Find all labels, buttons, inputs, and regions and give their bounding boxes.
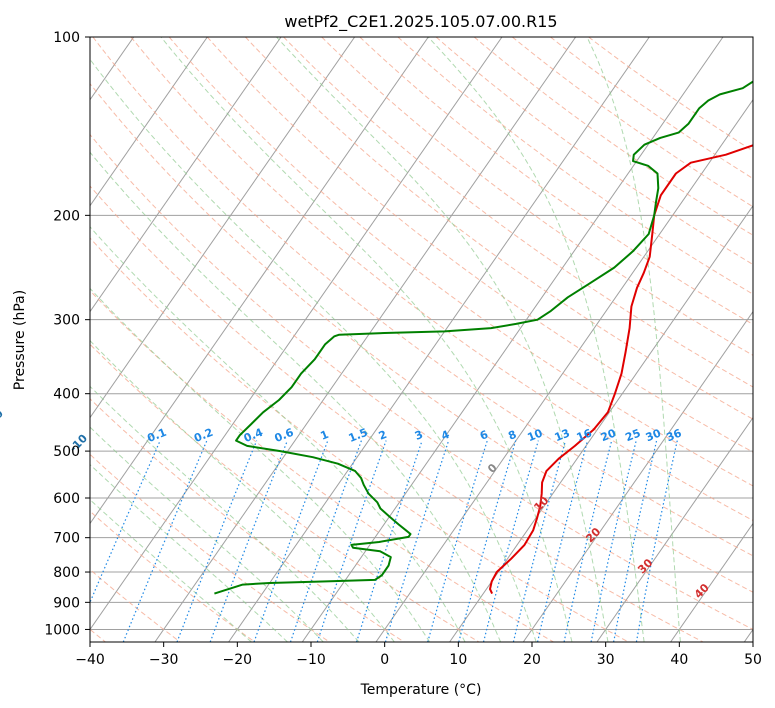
x-tick-label: 10 bbox=[449, 652, 467, 668]
y-tick-label: 300 bbox=[53, 313, 80, 329]
mixing-ratio-label: 20 bbox=[599, 426, 618, 444]
y-tick-label: 400 bbox=[53, 387, 80, 403]
mixing-ratio-line bbox=[253, 440, 329, 642]
moist-adiabat-line bbox=[90, 287, 431, 642]
isotherm-line bbox=[154, 37, 577, 642]
y-tick-label: 700 bbox=[53, 531, 80, 547]
mixing-ratio-line bbox=[563, 440, 613, 642]
mixing-ratio-label: 2 bbox=[377, 428, 389, 443]
dry-adiabat-line bbox=[550, 37, 753, 180]
y-tick-label: 1000 bbox=[44, 622, 80, 638]
x-axis-title: Temperature (°C) bbox=[360, 682, 482, 698]
moist-adiabat-line bbox=[90, 58, 537, 642]
isotherm-line bbox=[228, 37, 650, 642]
series-layer bbox=[214, 80, 753, 595]
isotherm-line bbox=[375, 98, 753, 642]
x-tick-label: −40 bbox=[75, 652, 105, 668]
axes: −40 −30 −20 −10 0 10 20 30 40 50 100 200 300 400 500 60… bbox=[44, 30, 762, 668]
x-tick-label: −10 bbox=[296, 652, 326, 668]
mixing-ratio-line bbox=[90, 440, 161, 604]
dry-adiabat-line bbox=[435, 37, 753, 266]
y-tick-label: 900 bbox=[53, 595, 80, 611]
dry-adiabat-line bbox=[473, 37, 753, 236]
mixing-ratio-label: 25 bbox=[623, 426, 642, 444]
isotherm-line bbox=[90, 37, 503, 631]
x-tick-label: 30 bbox=[597, 652, 615, 668]
isotherm-line bbox=[0, 37, 60, 642]
moist-adiabat-line bbox=[90, 226, 466, 642]
dry-adiabat-line bbox=[90, 133, 753, 630]
isotherm-line bbox=[90, 37, 208, 207]
moist-adiabat-line bbox=[90, 426, 324, 642]
isotherm-line bbox=[90, 37, 282, 313]
mixing-ratio-line bbox=[590, 440, 637, 642]
mixing-ratio-label: 10 bbox=[525, 426, 544, 444]
dry-adiabat-line bbox=[90, 343, 480, 642]
dry-adiabat-line bbox=[283, 37, 753, 388]
moist-adiabat-line bbox=[160, 37, 573, 642]
mixing-ratio-label: 16 bbox=[575, 426, 594, 444]
y-tick-label: 100 bbox=[53, 30, 80, 46]
mixing-ratio-line bbox=[356, 440, 423, 642]
dry-adiabat-line bbox=[92, 37, 753, 557]
temperature-profile-line bbox=[489, 144, 753, 595]
mixing-ratio-label: 1 bbox=[319, 428, 331, 443]
dry-adiabat-line bbox=[90, 289, 554, 642]
mixing-ratio-line bbox=[122, 440, 208, 642]
y-tick-label: 800 bbox=[53, 565, 80, 581]
y-axis-title: Pressure (hPa) bbox=[12, 290, 28, 390]
dry-adiabat-line bbox=[359, 37, 753, 326]
x-tick-label: 40 bbox=[670, 652, 688, 668]
background-lines bbox=[0, 37, 753, 642]
dry-adiabat-line bbox=[90, 510, 256, 642]
mixing-ratio-line bbox=[427, 440, 488, 642]
x-tick-label: 20 bbox=[523, 652, 541, 668]
isotherm-line bbox=[90, 37, 429, 525]
moist-adiabat-line bbox=[90, 498, 252, 642]
chart-title: wetPf2_C2E1.2025.105.07.00.R15 bbox=[284, 12, 557, 32]
x-tick-label: 50 bbox=[744, 652, 762, 668]
mixing-ratio-line bbox=[384, 440, 450, 642]
dry-adiabat-line bbox=[245, 37, 753, 420]
moist-adiabat-line bbox=[90, 339, 395, 642]
dry-adiabat-line bbox=[90, 185, 704, 642]
dry-adiabat-line bbox=[511, 37, 753, 208]
dry-adiabat-line bbox=[168, 37, 753, 487]
dry-adiabat-line bbox=[321, 37, 753, 356]
mixing-ratio-line bbox=[289, 440, 362, 642]
y-tick-label: 200 bbox=[53, 208, 80, 224]
plot-frame bbox=[89, 36, 754, 643]
mixing-ratio-line bbox=[613, 440, 658, 642]
y-tick-label: 600 bbox=[53, 491, 80, 507]
mixing-ratio-line bbox=[512, 440, 567, 642]
mixing-ratio-line bbox=[458, 440, 517, 642]
isotherm-line bbox=[522, 310, 753, 642]
x-tick-label: 0 bbox=[380, 652, 389, 668]
moist-adiabat-line bbox=[90, 151, 502, 642]
y-tick-label: 500 bbox=[53, 444, 80, 460]
mixing-ratio-label: 3 bbox=[413, 428, 425, 443]
mixing-ratio-line bbox=[635, 440, 678, 642]
isotherm-line bbox=[596, 416, 753, 642]
dry-adiabat-line bbox=[90, 453, 330, 642]
mixing-ratio-line bbox=[482, 440, 539, 642]
moist-adiabat-line bbox=[276, 37, 609, 642]
dry-adiabat-line bbox=[90, 237, 629, 642]
dewpoint-profile-line bbox=[214, 80, 753, 595]
moist-adiabat-line bbox=[90, 385, 360, 642]
dry-adiabat-label: -20 bbox=[0, 407, 6, 430]
mixing-ratio-label: 8 bbox=[506, 428, 518, 443]
mixing-ratio-label: 36 bbox=[664, 426, 683, 444]
moist-adiabat-line bbox=[586, 37, 681, 642]
dry-adiabat-line bbox=[90, 82, 753, 593]
x-tick-label: −20 bbox=[223, 652, 253, 668]
mixing-ratio-label: 13 bbox=[553, 426, 572, 444]
isotherm-line bbox=[449, 204, 753, 642]
isotherm-line bbox=[670, 522, 753, 642]
mixing-ratio-label: 30 bbox=[644, 426, 663, 444]
x-tick-label: −30 bbox=[149, 652, 179, 668]
mixing-ratio-line bbox=[537, 440, 589, 642]
isotherm-line bbox=[90, 37, 356, 419]
